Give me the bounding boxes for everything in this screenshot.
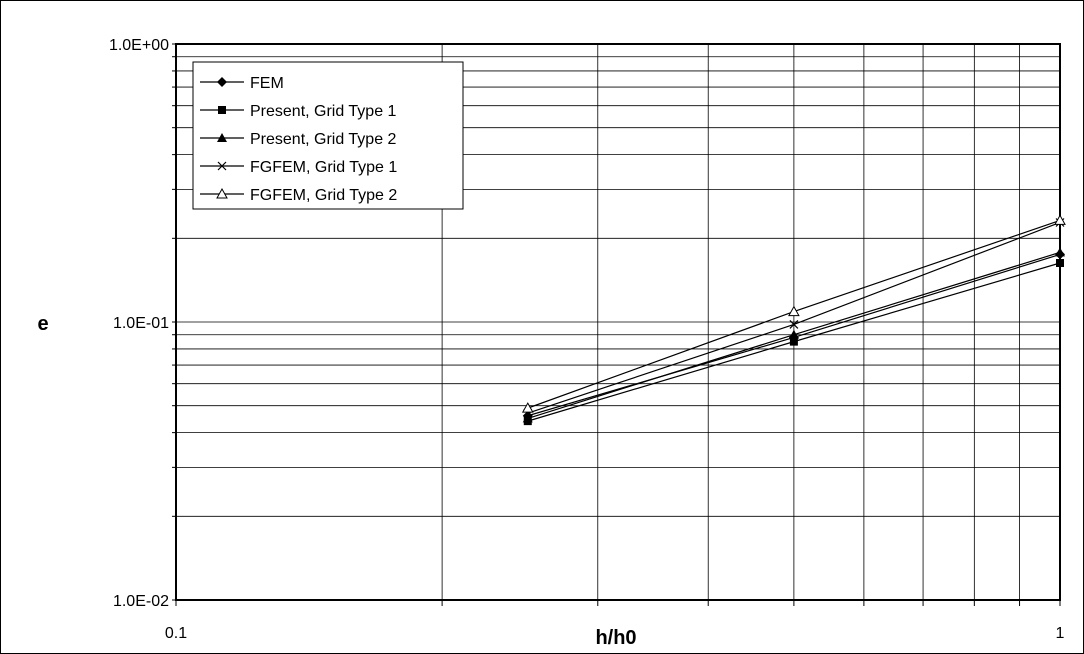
data-point bbox=[522, 413, 533, 423]
series-4 bbox=[523, 218, 1065, 418]
data-point bbox=[1056, 259, 1064, 268]
series-3 bbox=[522, 247, 1065, 423]
data-point bbox=[1054, 214, 1066, 225]
y-tick-label: 1.0E+00 bbox=[109, 37, 169, 54]
legend-label: Present, Grid Type 1 bbox=[250, 103, 397, 120]
data-point bbox=[521, 402, 534, 413]
series-group bbox=[521, 214, 1066, 426]
x-tick-label: 1 bbox=[1056, 625, 1065, 642]
y-tick-label: 1.0E-02 bbox=[113, 593, 169, 610]
legend-marker bbox=[217, 133, 227, 142]
legend: FEM Present, Grid Type 1 Present, Grid Typ… bbox=[192, 61, 464, 210]
data-point bbox=[788, 329, 799, 339]
y-tick-labels: 1.0E-02 1.0E-01 1.0E+00 bbox=[109, 37, 169, 610]
legend-marker bbox=[217, 161, 227, 171]
data-point bbox=[788, 305, 800, 317]
legend-marker bbox=[217, 77, 227, 87]
x-axis-title: h/h0 bbox=[595, 627, 636, 649]
data-point bbox=[789, 337, 798, 346]
y-axis-title: e bbox=[37, 313, 48, 335]
legend-label: FGFEM, Grid Type 1 bbox=[250, 159, 397, 176]
data-point bbox=[789, 320, 799, 329]
legend-label: FGFEM, Grid Type 2 bbox=[250, 187, 397, 204]
x-tick-labels: 0.1 1 bbox=[165, 625, 1065, 642]
legend-box bbox=[192, 61, 464, 210]
legend-marker bbox=[218, 106, 226, 114]
series-5 bbox=[521, 214, 1066, 413]
y-tick-label: 1.0E-01 bbox=[113, 315, 169, 332]
legend-marker bbox=[216, 187, 228, 199]
legend-label: FEM bbox=[250, 75, 284, 92]
data-point bbox=[1055, 247, 1065, 257]
plot-area bbox=[175, 43, 1061, 601]
legend-label: Present, Grid Type 2 bbox=[250, 131, 397, 148]
x-tick-label: 0.1 bbox=[165, 625, 187, 642]
